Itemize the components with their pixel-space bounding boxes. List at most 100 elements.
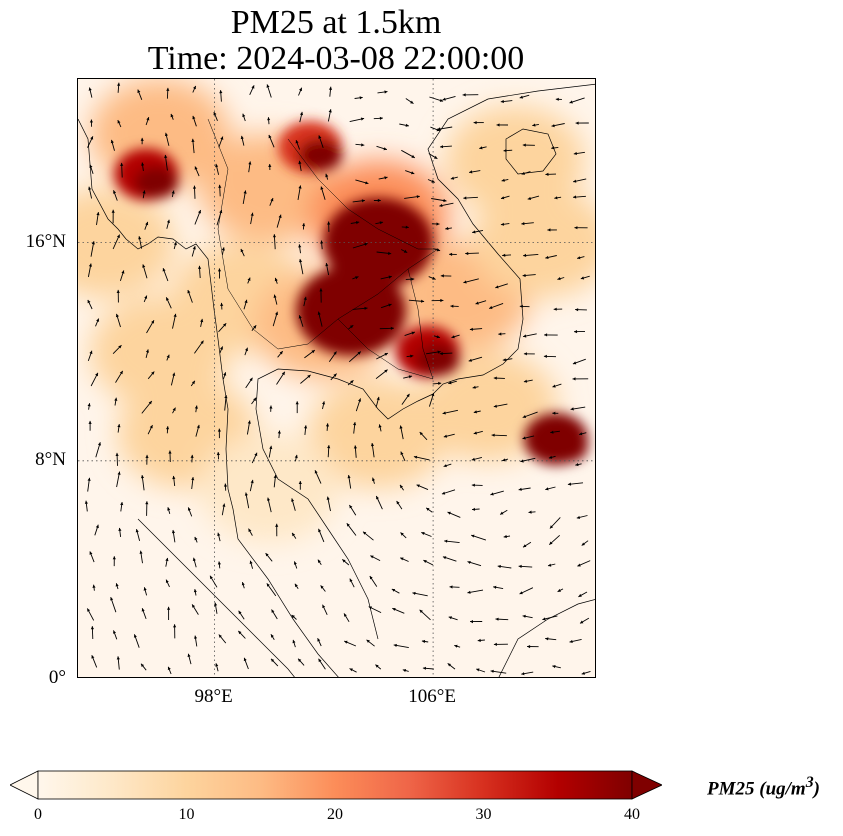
latitude-label: 16°N [25, 230, 66, 252]
wind-arrow [297, 658, 305, 666]
wind-arrow [88, 420, 92, 431]
wind-arrow [318, 658, 326, 670]
wind-arrow [242, 113, 246, 122]
wind-arrow [349, 117, 365, 123]
wind-arrow [314, 470, 322, 484]
wind-arrow [140, 663, 147, 671]
wind-arrow [325, 173, 329, 180]
wind-arrow [347, 474, 352, 489]
wind-arrow [352, 306, 368, 310]
wind-arrow [548, 534, 561, 546]
wind-arrow [572, 377, 589, 381]
wind-arrow [172, 313, 177, 329]
wind-arrow [117, 424, 121, 433]
wind-arrow [299, 258, 304, 275]
wind-arrow [572, 195, 586, 199]
wind-arrow [442, 556, 457, 562]
wind-arrow [250, 212, 254, 225]
wind-arrow [87, 136, 94, 148]
wind-arrow [449, 252, 457, 256]
wind-arrow [402, 669, 409, 673]
wind-arrow [237, 630, 246, 639]
wind-arrow [353, 422, 357, 434]
wind-arrow [412, 591, 428, 597]
wind-arrow [330, 373, 337, 381]
wind-arrow [320, 186, 326, 200]
wind-arrow [493, 376, 505, 380]
wind-arrow [133, 634, 140, 648]
wind-arrow [192, 115, 197, 127]
wind-arrow [443, 433, 455, 438]
wind-arrow [191, 245, 196, 257]
wind-arrow [344, 640, 357, 647]
wind-arrow [342, 559, 350, 566]
wind-arrow [215, 163, 220, 175]
wind-arrow [439, 145, 452, 149]
wind-arrow [167, 606, 171, 620]
wind-arrow [190, 454, 194, 463]
wind-arrow [191, 138, 195, 154]
colorbar-tick-label: 20 [327, 806, 343, 823]
wind-arrow [298, 481, 302, 490]
wind-arrow [578, 432, 587, 436]
wind-arrow [87, 403, 91, 410]
wind-arrow [472, 385, 479, 389]
wind-arrow [405, 277, 415, 281]
wind-arrow [272, 234, 276, 250]
wind-arrow [569, 638, 582, 643]
wind-arrow [491, 433, 507, 437]
wind-arrow [576, 256, 585, 260]
wind-arrow [362, 531, 374, 541]
wind-arrow [247, 277, 251, 284]
wind-arrow [243, 657, 249, 670]
wind-arrow [557, 277, 565, 281]
wind-arrow [479, 146, 487, 150]
wind-arrow [303, 296, 307, 307]
wind-arrow [545, 637, 557, 641]
wind-arrow [366, 639, 375, 647]
wind-arrow [552, 383, 562, 388]
wind-arrow [269, 197, 274, 206]
wind-arrow [115, 583, 119, 590]
wind-arrow [577, 560, 591, 567]
colorbar-tick-label: 10 [178, 806, 195, 823]
wind-arrow [431, 198, 447, 203]
wind-arrow [403, 375, 413, 379]
wind-arrow [521, 171, 531, 175]
haze-region [78, 187, 176, 298]
wind-arrow [528, 510, 536, 514]
wind-arrow [317, 638, 322, 647]
pm25-hotspot-core [415, 343, 460, 376]
wind-arrow [291, 532, 297, 539]
wind-arrow [404, 331, 416, 337]
wind-arrow [86, 608, 95, 621]
wind-arrow [87, 350, 93, 362]
wind-arrow [468, 356, 483, 362]
map-canvas [78, 79, 595, 677]
wind-arrow [519, 587, 534, 595]
wind-arrow [522, 541, 532, 548]
wind-arrow [500, 222, 510, 226]
wind-arrow [116, 656, 120, 670]
wind-arrow [495, 283, 508, 289]
wind-arrow [115, 313, 121, 328]
wind-arrow [490, 490, 504, 496]
wind-arrow [550, 430, 560, 434]
wind-arrow [120, 501, 124, 512]
wind-arrow [96, 212, 100, 226]
wind-arrow [400, 249, 408, 253]
wind-arrow [91, 655, 98, 668]
wind-arrow [240, 135, 245, 146]
wind-arrow [401, 149, 416, 159]
wind-arrow [317, 311, 323, 327]
wind-arrow [557, 588, 564, 593]
wind-arrow [84, 500, 88, 512]
wind-arrow [294, 454, 298, 462]
wind-arrow [87, 477, 91, 492]
wind-arrow [416, 484, 429, 491]
wind-arrow [476, 668, 486, 673]
wind-arrow [405, 98, 414, 104]
wind-arrow [167, 507, 171, 515]
wind-arrow [243, 299, 248, 310]
wind-arrow [473, 410, 481, 414]
